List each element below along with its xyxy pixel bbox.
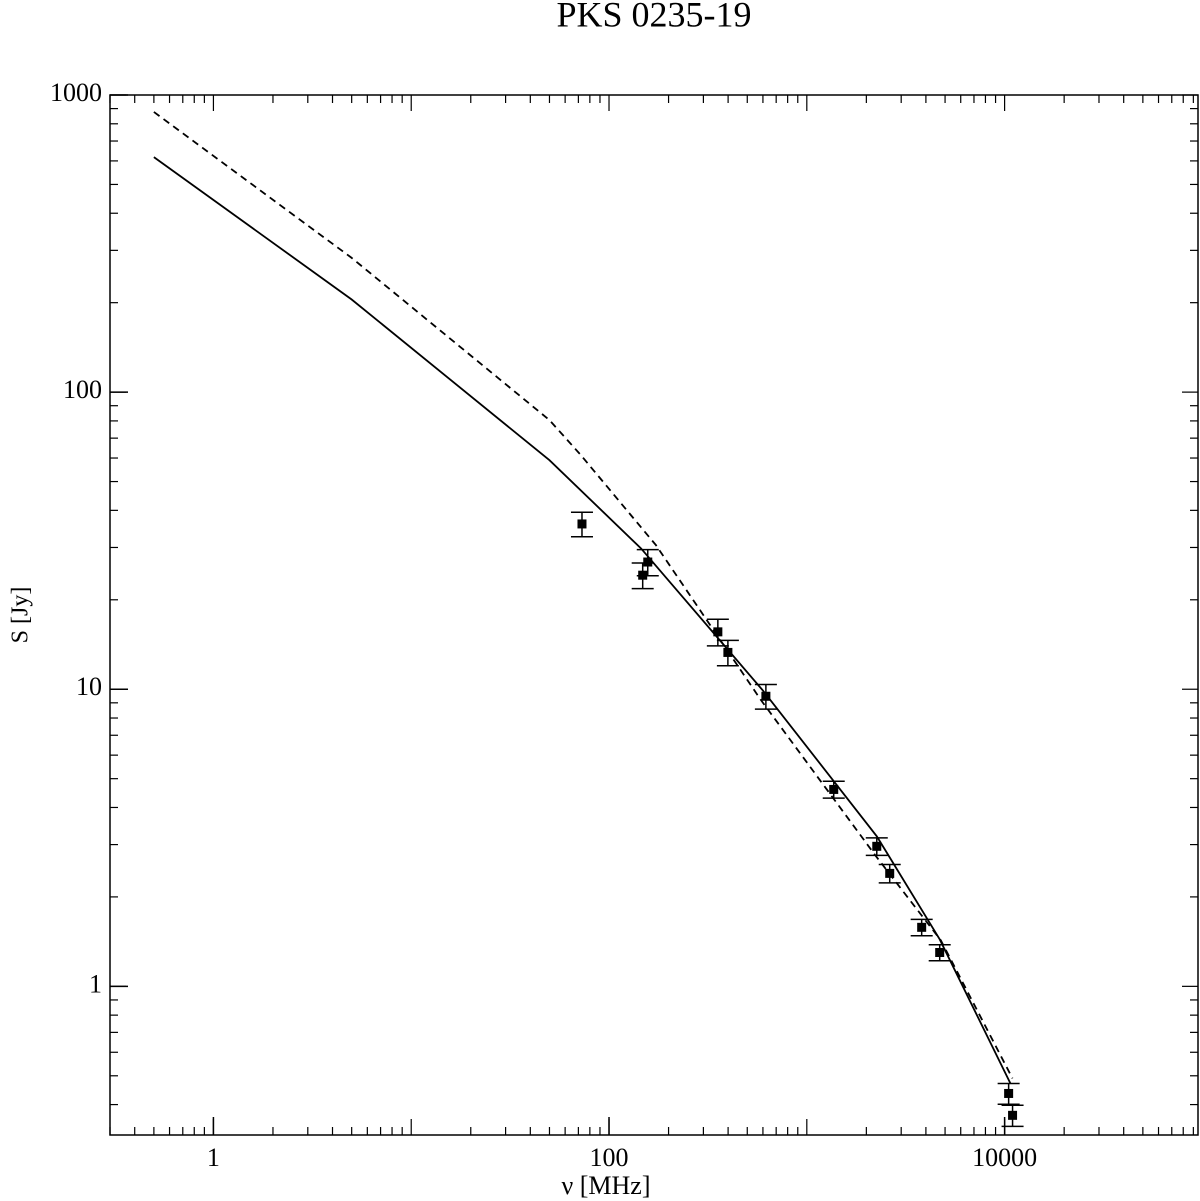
x-tick-label: 100 (590, 1143, 629, 1172)
x-axis-label: ν [MHz] (561, 1171, 650, 1200)
data-point (872, 841, 882, 851)
plot-frame (109, 94, 1199, 1136)
solid-line (153, 156, 1012, 1085)
data-point (829, 784, 839, 794)
data-point (917, 922, 927, 932)
x-tick-label: 10000 (972, 1143, 1037, 1172)
y-tick-label: 100 (63, 375, 102, 404)
data-point (643, 557, 653, 567)
y-tick-label: 1000 (50, 78, 102, 107)
y-tick-label: 10 (76, 672, 102, 701)
data-point (761, 691, 771, 701)
y-tick-label: 1 (89, 969, 102, 998)
x-tick-label: 1 (207, 1143, 220, 1172)
data-point (577, 519, 587, 529)
dashed-line (153, 111, 1014, 1079)
data-point (1008, 1110, 1018, 1120)
data-point (1004, 1088, 1014, 1098)
data-point (935, 947, 945, 957)
data-point (713, 627, 723, 637)
y-axis-label: S [Jy] (8, 587, 34, 644)
chart-title: PKS 0235-19 (556, 0, 751, 34)
